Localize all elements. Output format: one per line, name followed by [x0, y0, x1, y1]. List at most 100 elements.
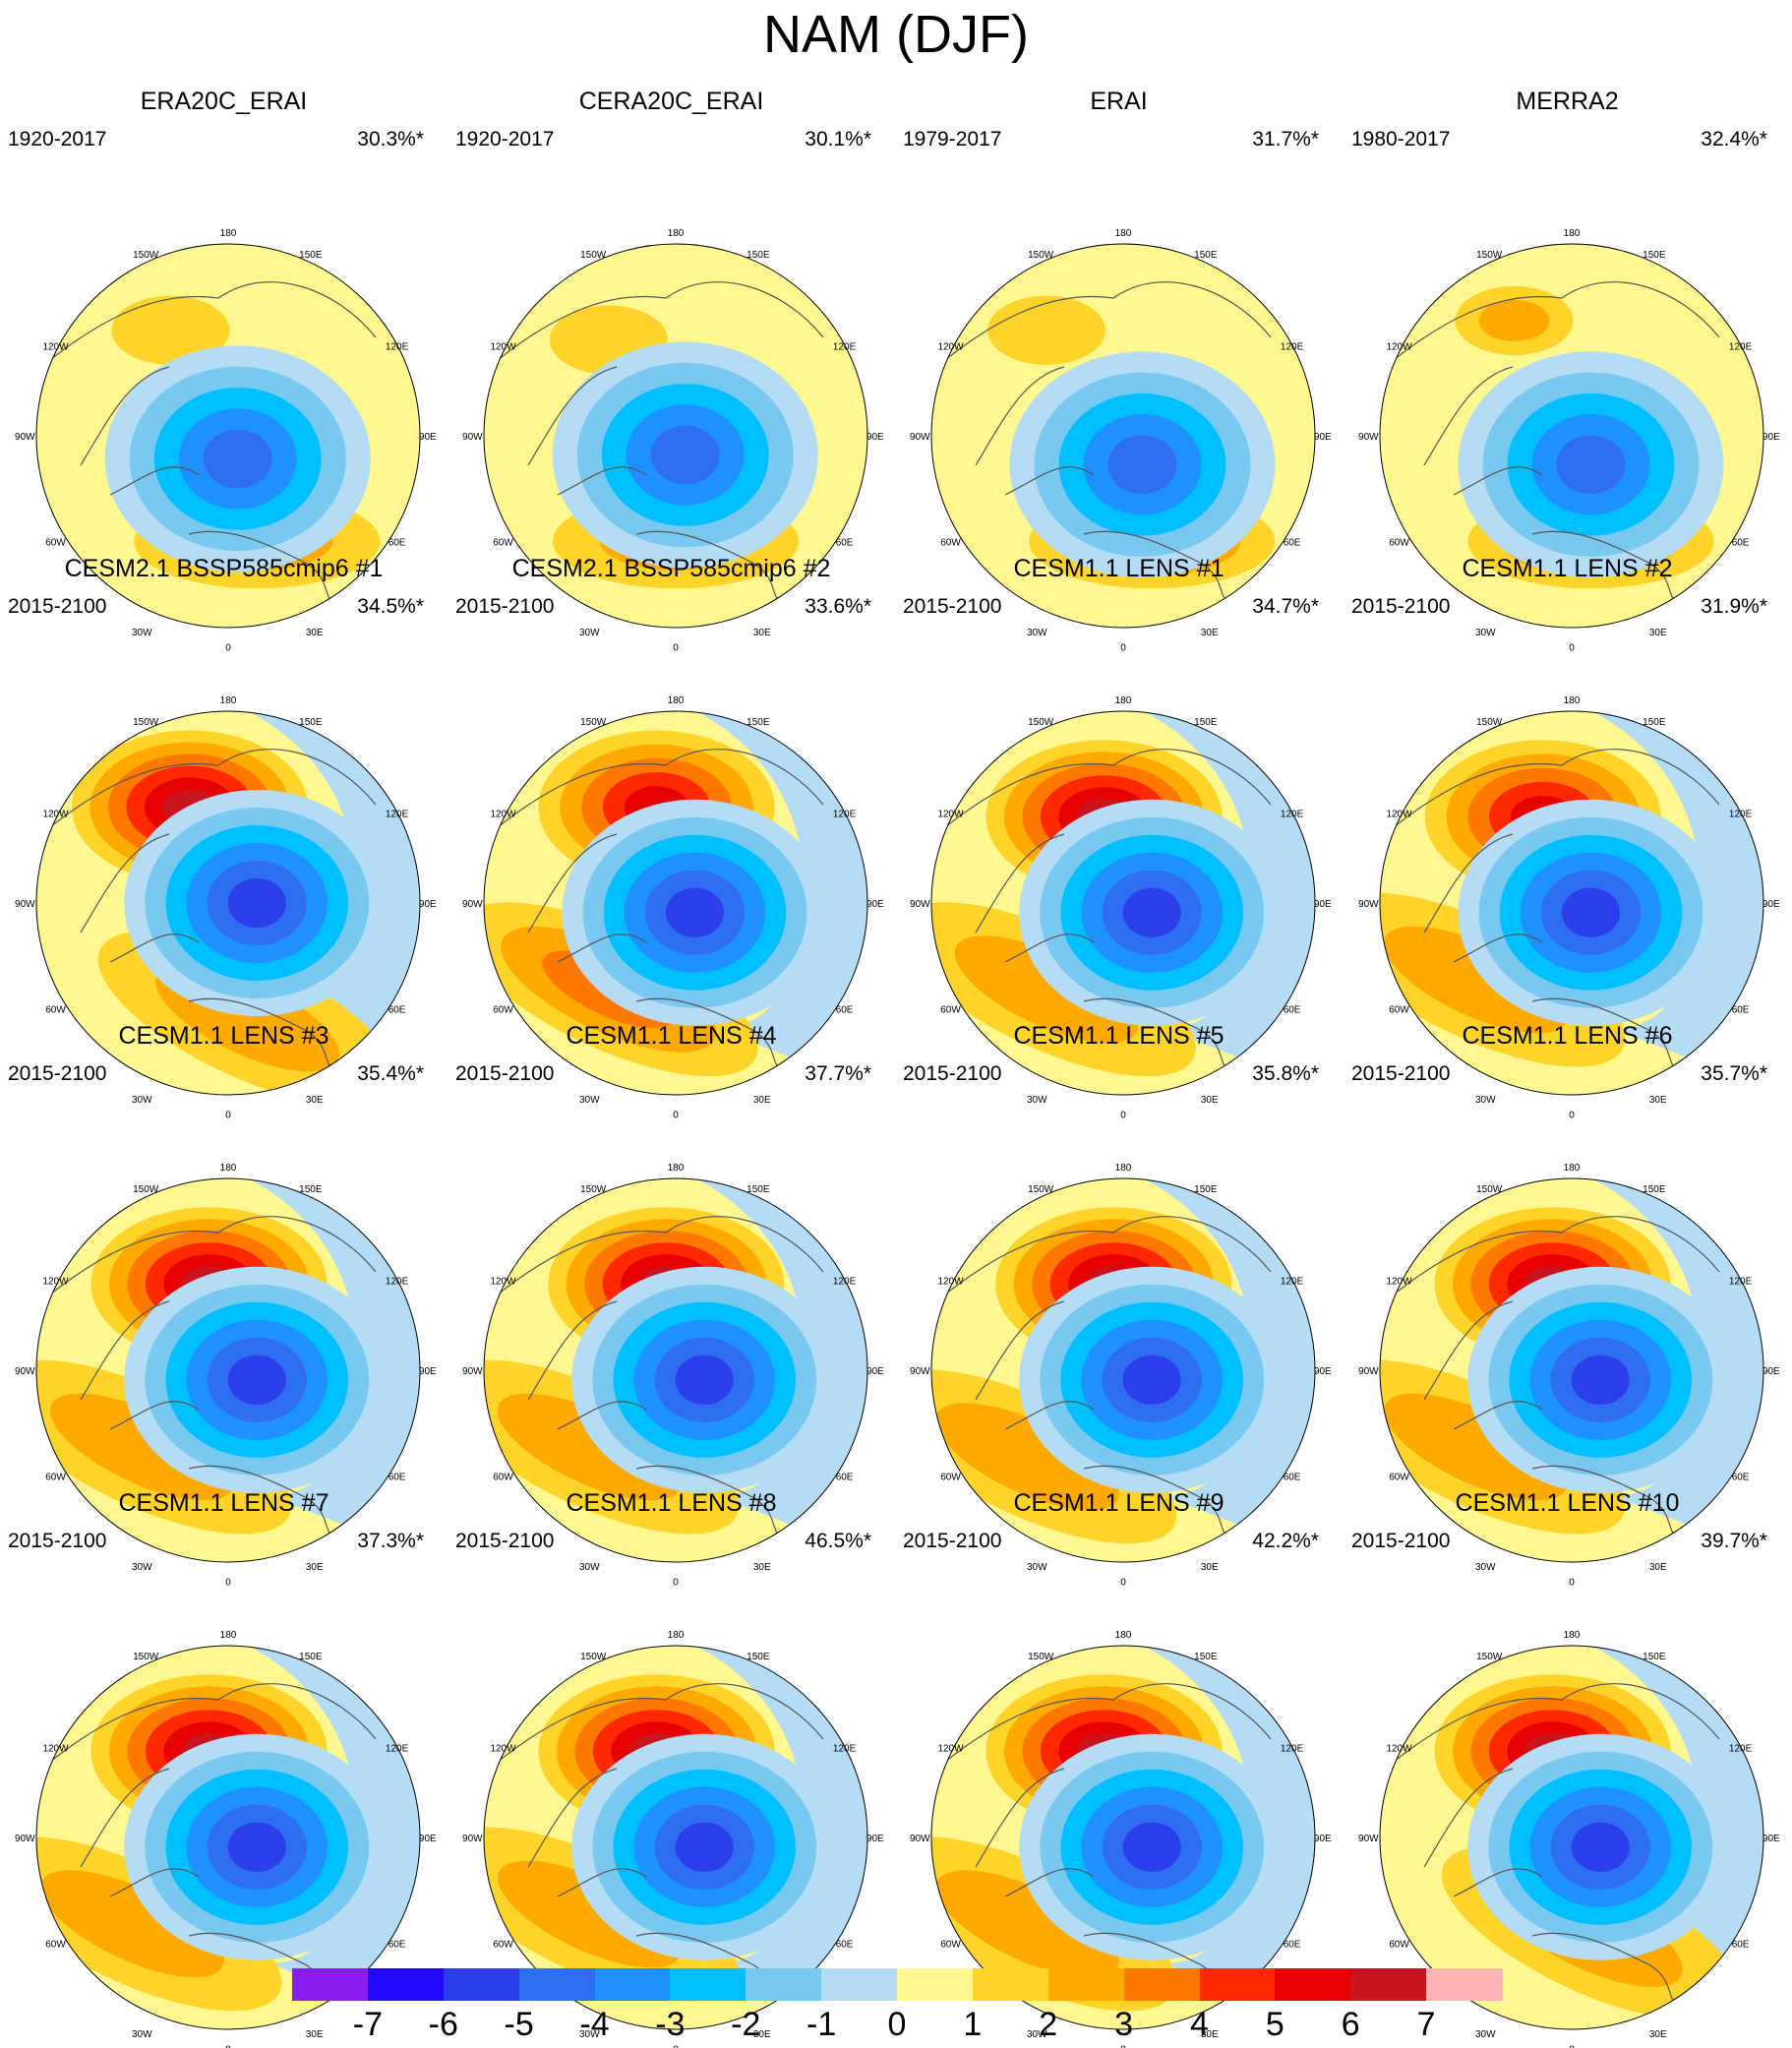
- longitude-label: 120W: [1386, 809, 1412, 819]
- longitude-label: 30E: [753, 1562, 771, 1573]
- polar-map: 180 150W 150E 120W 120E 90W 90E 60W 60E 30W 30E 0: [15, 1630, 437, 2048]
- pacific-lobe-contour: [111, 295, 230, 365]
- longitude-label: 60E: [1732, 537, 1750, 548]
- polar-map: 180 150W 150E 120W 120E 90W 90E 60W 60E 30W 30E 0: [462, 1163, 884, 1589]
- panel-period: 2015-2100: [1351, 1062, 1451, 1085]
- polar-low-contour: [650, 425, 720, 485]
- longitude-label: 120W: [490, 1743, 516, 1754]
- map-border: [930, 710, 1316, 1096]
- longitude-label: 60E: [388, 1939, 406, 1950]
- colorbar-swatch: [670, 1968, 747, 2001]
- longitude-label: 60E: [388, 1004, 406, 1015]
- coastline: [935, 1216, 1272, 1543]
- negative-band: [1542, 1646, 1763, 2029]
- longitude-label: 120W: [937, 1276, 964, 1287]
- longitude-label: 120W: [937, 1743, 964, 1754]
- longitude-label: 120W: [42, 1743, 69, 1754]
- longitude-label: 120E: [386, 1743, 409, 1754]
- colorbar-swatch: [1199, 1968, 1276, 2001]
- longitude-label: 150W: [1028, 717, 1054, 728]
- longitude-label: 120W: [42, 809, 69, 819]
- longitude-label: 150E: [1194, 717, 1218, 728]
- panel-variance-explained: 33.6%*: [805, 595, 871, 618]
- longitude-label: 180: [668, 228, 685, 239]
- colorbar-label: -6: [428, 2006, 458, 2043]
- map-border: [1379, 1177, 1764, 1563]
- colorbar-swatch: [1426, 1968, 1503, 2001]
- colorbar-swatch: [1275, 1968, 1351, 2001]
- colorbar-label: 3: [1114, 2006, 1134, 2043]
- longitude-label: 180: [220, 1630, 237, 1641]
- longitude-label: 90W: [910, 899, 930, 910]
- longitude-label: 90E: [1314, 1366, 1332, 1377]
- coastline: [935, 1683, 1272, 2011]
- longitude-label: 90E: [1314, 899, 1332, 910]
- longitude-label: 0: [673, 643, 679, 654]
- panel-variance-explained: 35.4%*: [357, 1062, 424, 1085]
- panel-variance-explained: 34.5%*: [357, 595, 424, 618]
- panel-title: ERA20C_ERAI: [140, 88, 308, 115]
- map-panel: CESM1.1 LENS #5 2015-2100 35.8%* 180 150W 150…: [895, 1021, 1343, 1589]
- colorbar-swatch: [1123, 1968, 1200, 2001]
- panel-title: CESM1.1 LENS #2: [1462, 555, 1673, 582]
- polar-low-contour: [1556, 435, 1626, 495]
- map-panel: MERRA2 1980-2017 32.4%* 180 150W 150E 120W 120E…: [1344, 87, 1791, 654]
- panel-title: CESM1.1 LENS #7: [118, 1489, 329, 1517]
- panel-period: 2015-2100: [455, 595, 555, 618]
- panel-variance-explained: 30.1%*: [805, 128, 871, 151]
- longitude-label: 150E: [1194, 1652, 1218, 1662]
- longitude-label: 0: [1120, 643, 1126, 654]
- longitude-label: 150W: [580, 1184, 607, 1195]
- negative-band: [1094, 711, 1315, 1095]
- longitude-label: 120W: [490, 809, 516, 819]
- longitude-label: 180: [668, 1630, 685, 1641]
- longitude-label: 60W: [493, 1004, 513, 1015]
- longitude-label: 60W: [1389, 1004, 1409, 1015]
- colorbar-swatch: [1047, 1968, 1125, 2001]
- longitude-label: 120W: [937, 809, 964, 819]
- map-border: [483, 1645, 868, 2030]
- map-border: [35, 1177, 421, 1563]
- panel-variance-explained: 32.4%*: [1701, 128, 1767, 151]
- longitude-label: 90E: [419, 432, 437, 443]
- panel-period: 1980-2017: [1351, 128, 1451, 151]
- atlantic-lobe-contour: [954, 935, 1139, 1044]
- map-panel: CESM1.1 LENS #8 2015-2100 46.5%* 180 150W 150…: [448, 1488, 895, 2048]
- longitude-label: 60W: [1389, 1939, 1409, 1950]
- coastline: [488, 749, 824, 1076]
- longitude-label: 150E: [1194, 1184, 1218, 1195]
- longitude-label: 90W: [910, 1366, 930, 1377]
- longitude-label: 30W: [132, 2029, 152, 2040]
- map-border: [930, 1177, 1316, 1563]
- negative-band: [646, 1178, 867, 1562]
- longitude-label: 120E: [1281, 1743, 1304, 1754]
- longitude-label: 30E: [1201, 1095, 1219, 1106]
- panel-title: CESM1.1 LENS #3: [118, 1022, 329, 1050]
- longitude-label: 90E: [1762, 899, 1780, 910]
- longitude-label: 60W: [940, 1939, 961, 1950]
- longitude-label: 30E: [1649, 1562, 1667, 1573]
- map-border: [1379, 1645, 1764, 2030]
- longitude-label: 0: [1120, 1578, 1126, 1589]
- longitude-label: 60E: [836, 1472, 854, 1482]
- polar-low-contour: [1122, 1355, 1181, 1405]
- panel-variance-explained: 30.3%*: [357, 128, 424, 151]
- coastline: [488, 1683, 824, 2011]
- polar-map: 180 150W 150E 120W 120E 90W 90E 60W 60E 30W 30E 0: [910, 228, 1332, 654]
- polar-map: 180 150W 150E 120W 120E 90W 90E 60W 60E 30W 30E 0: [1358, 1163, 1780, 1589]
- longitude-label: 180: [1564, 1163, 1581, 1174]
- panel-title: CESM1.1 LENS #9: [1013, 1489, 1225, 1517]
- colorbar-label: -2: [731, 2006, 761, 2043]
- longitude-label: 30W: [1475, 1095, 1496, 1106]
- longitude-label: 120W: [937, 341, 964, 352]
- longitude-label: 150E: [1643, 717, 1666, 728]
- panel-period: 2015-2100: [8, 1062, 107, 1085]
- longitude-label: 150E: [747, 717, 770, 728]
- map-panel: CESM1.1 LENS #3 2015-2100 35.4%* 180 150W 150…: [0, 1021, 448, 1589]
- polar-map: 180 150W 150E 120W 120E 90W 90E 60W 60E 30W 30E 0: [1358, 695, 1780, 1121]
- longitude-label: 90E: [1762, 432, 1780, 443]
- longitude-label: 60W: [1389, 1472, 1409, 1482]
- coastline: [935, 749, 1272, 1076]
- longitude-label: 30W: [1027, 1095, 1047, 1106]
- atlantic-lobe-contour: [40, 1870, 224, 1978]
